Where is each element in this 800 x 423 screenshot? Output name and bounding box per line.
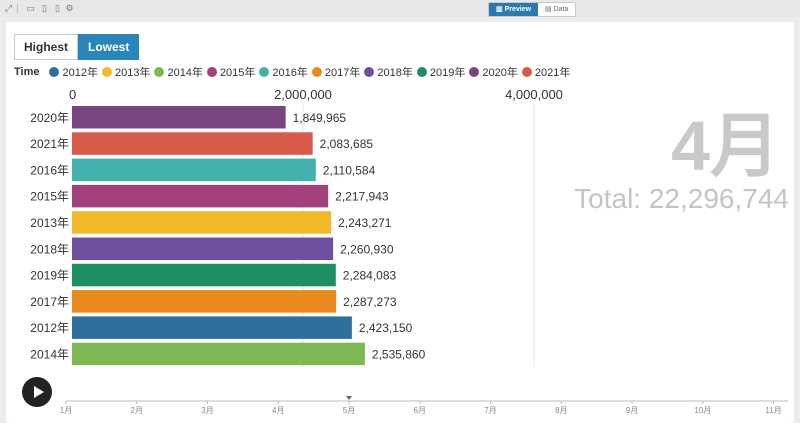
tablet-icon[interactable]: ▯: [42, 3, 47, 13]
legend-swatch: [259, 67, 270, 77]
highest-button[interactable]: Highest: [14, 34, 79, 60]
legend-swatch: [521, 67, 532, 77]
gear-icon[interactable]: ⚙: [65, 3, 74, 13]
legend-label: 2016年: [272, 67, 308, 79]
expand-icon[interactable]: ⤢: [4, 3, 13, 13]
legend-swatch: [101, 67, 112, 77]
top-toolbar: ⤢ ▭ ▯ ▯ ⚙ ▥ Preview ▤ Data: [0, 0, 800, 17]
legend-swatch: [154, 67, 165, 77]
legend-label: 2020年: [482, 67, 518, 79]
legend-item[interactable]: 2017年: [311, 64, 361, 80]
legend-item[interactable]: 2021年: [521, 64, 571, 80]
legend-item[interactable]: 2019年: [416, 64, 466, 80]
legend-swatch: [206, 67, 217, 77]
legend-label: 2014年: [167, 67, 203, 79]
lowest-button[interactable]: Lowest: [78, 34, 140, 60]
legend-item[interactable]: 2016年: [259, 64, 308, 80]
legend-swatch: [49, 67, 60, 77]
legend-items: 2012年 2013年 2014年 2015年 2016年 2017年 2018年 2019年…: [49, 64, 574, 80]
table-icon: ▤: [545, 6, 554, 13]
legend-swatch: [416, 67, 427, 77]
data-tab[interactable]: ▤ Data: [538, 3, 576, 16]
toolbar-divider: [17, 4, 18, 13]
chart-panel: [6, 22, 794, 423]
legend-item[interactable]: 2015年: [206, 64, 256, 80]
legend-label: 2012年: [62, 67, 98, 79]
sort-toggle: Highest Lowest: [14, 34, 140, 60]
desktop-icon[interactable]: ▭: [26, 3, 35, 13]
chart-icon: ▥: [496, 6, 505, 13]
legend-label: 2018年: [377, 67, 413, 79]
legend-label: 2013年: [114, 67, 151, 79]
legend-swatch: [364, 67, 375, 77]
legend-item[interactable]: 2020年: [469, 64, 518, 80]
legend-label: 2021年: [534, 67, 571, 79]
legend-label: 2015年: [219, 67, 256, 79]
legend-swatch: [311, 67, 322, 77]
data-tab-label: Data: [553, 6, 569, 13]
phone-icon[interactable]: ▯: [55, 3, 60, 13]
view-toggle: ▥ Preview ▤ Data: [488, 2, 577, 17]
legend-item[interactable]: 2018年: [364, 64, 413, 80]
legend-label: 2019年: [429, 67, 466, 79]
legend: Time 2012年 2013年 2014年 2015年 2016年 2017年 2018年…: [14, 65, 574, 79]
play-button[interactable]: [22, 377, 52, 407]
legend-title: Time: [14, 66, 40, 78]
preview-tab[interactable]: ▥ Preview: [489, 3, 539, 16]
legend-item[interactable]: 2014年: [154, 64, 203, 80]
legend-label: 2017年: [324, 67, 361, 79]
preview-tab-label: Preview: [504, 6, 532, 13]
legend-item[interactable]: 2012年: [49, 64, 98, 80]
legend-item[interactable]: 2013年: [101, 64, 151, 80]
legend-swatch: [469, 67, 480, 77]
